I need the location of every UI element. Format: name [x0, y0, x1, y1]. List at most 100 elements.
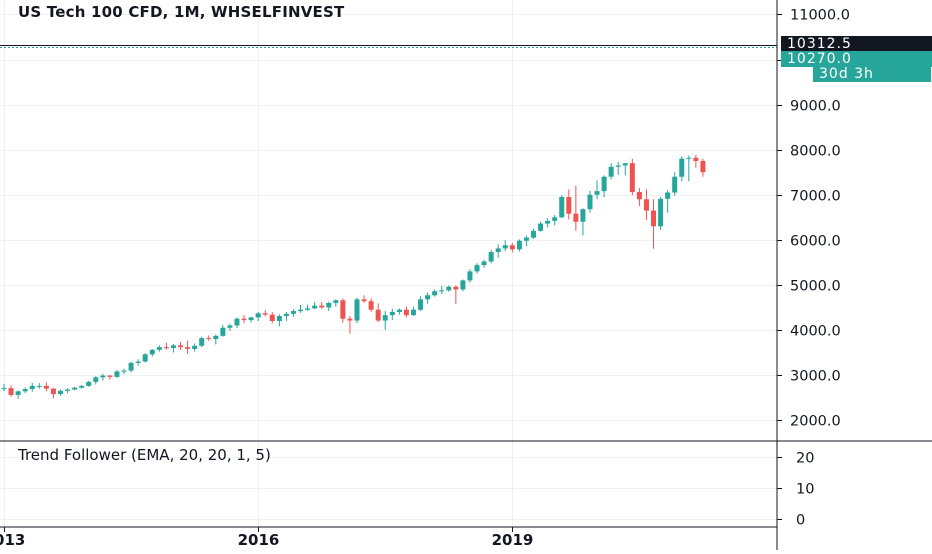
candle [601, 175, 607, 198]
candle-body [290, 311, 296, 314]
candle-body [580, 209, 586, 222]
candle [100, 373, 106, 381]
candle [700, 158, 706, 177]
candle [672, 172, 678, 196]
candle [185, 340, 191, 354]
candle [354, 297, 360, 324]
candle [594, 180, 600, 200]
candle [467, 269, 473, 283]
price-tick-label: 2000.0 [790, 414, 841, 430]
candle [389, 308, 395, 321]
candle-body [545, 220, 551, 224]
candle [199, 336, 205, 348]
candle-body [241, 318, 247, 321]
candle [319, 302, 325, 309]
candle [8, 385, 14, 397]
candle-body [587, 194, 593, 210]
indicator-tick-label: 20 [796, 451, 814, 467]
candle [495, 244, 501, 258]
candle-body [368, 301, 374, 310]
candle-body [594, 191, 600, 195]
candle-body [192, 345, 198, 349]
candle-body [375, 309, 381, 321]
candle-body [396, 309, 402, 312]
candle [439, 285, 445, 294]
candle-body [700, 160, 706, 173]
candle [509, 242, 515, 253]
candle [107, 375, 113, 380]
candle-body [255, 313, 261, 318]
candle [269, 311, 275, 324]
candle [453, 285, 459, 304]
candle [679, 156, 685, 182]
candle [425, 292, 431, 304]
candle [128, 361, 134, 373]
candle [502, 240, 508, 252]
candle-body [658, 198, 664, 227]
candle [227, 323, 233, 331]
price-tick-label: 9000.0 [790, 99, 841, 115]
candle [523, 235, 529, 247]
close-price-tag: 10270.0 [781, 51, 932, 67]
candle-body [347, 318, 353, 321]
candle-body [686, 157, 692, 159]
candle [629, 158, 635, 196]
candle [86, 380, 92, 387]
candle [410, 306, 416, 317]
candle [643, 189, 649, 220]
candle [178, 342, 183, 350]
candle-body [403, 309, 409, 316]
indicator-label: Trend Follower (EMA, 20, 20, 1, 5) [18, 446, 271, 464]
candle [220, 325, 226, 337]
candle-body [206, 338, 212, 340]
candle-body [248, 317, 254, 321]
candle [79, 385, 85, 389]
candle [446, 285, 452, 292]
indicator-tick-label: 0 [796, 513, 805, 529]
candle-body [608, 166, 614, 177]
candle [163, 342, 169, 350]
candle-body [636, 192, 642, 200]
candle-body [418, 299, 424, 310]
candle [658, 197, 664, 230]
candle-body [382, 315, 388, 321]
candle [114, 370, 120, 378]
candle-body [36, 385, 42, 387]
candle [262, 310, 268, 317]
candle [121, 368, 127, 375]
candle [29, 382, 35, 392]
candle [340, 298, 346, 323]
candle [57, 389, 63, 396]
bar-countdown-tag: 30d 3h [813, 66, 931, 82]
candle-body [8, 388, 14, 395]
candle [234, 317, 240, 329]
candle-body [629, 163, 635, 193]
candle [516, 239, 522, 252]
candle [481, 259, 487, 268]
candle [213, 334, 219, 345]
price-tick-label: 11000.0 [790, 8, 850, 24]
candle [665, 190, 671, 213]
candle-body [163, 347, 169, 349]
candle-body [149, 349, 155, 355]
candle [488, 249, 494, 264]
candle-body [340, 300, 346, 319]
candle-body [460, 280, 466, 290]
candle-body [57, 390, 63, 395]
candle [651, 199, 657, 249]
candle-body [566, 197, 572, 214]
candle [36, 383, 42, 389]
candle [382, 311, 388, 330]
candle [290, 309, 296, 317]
candle-body [361, 299, 367, 302]
candle [206, 335, 212, 341]
candle-body [142, 354, 148, 362]
candle-body [128, 362, 134, 371]
candle-body [523, 237, 529, 241]
candle [15, 390, 21, 399]
